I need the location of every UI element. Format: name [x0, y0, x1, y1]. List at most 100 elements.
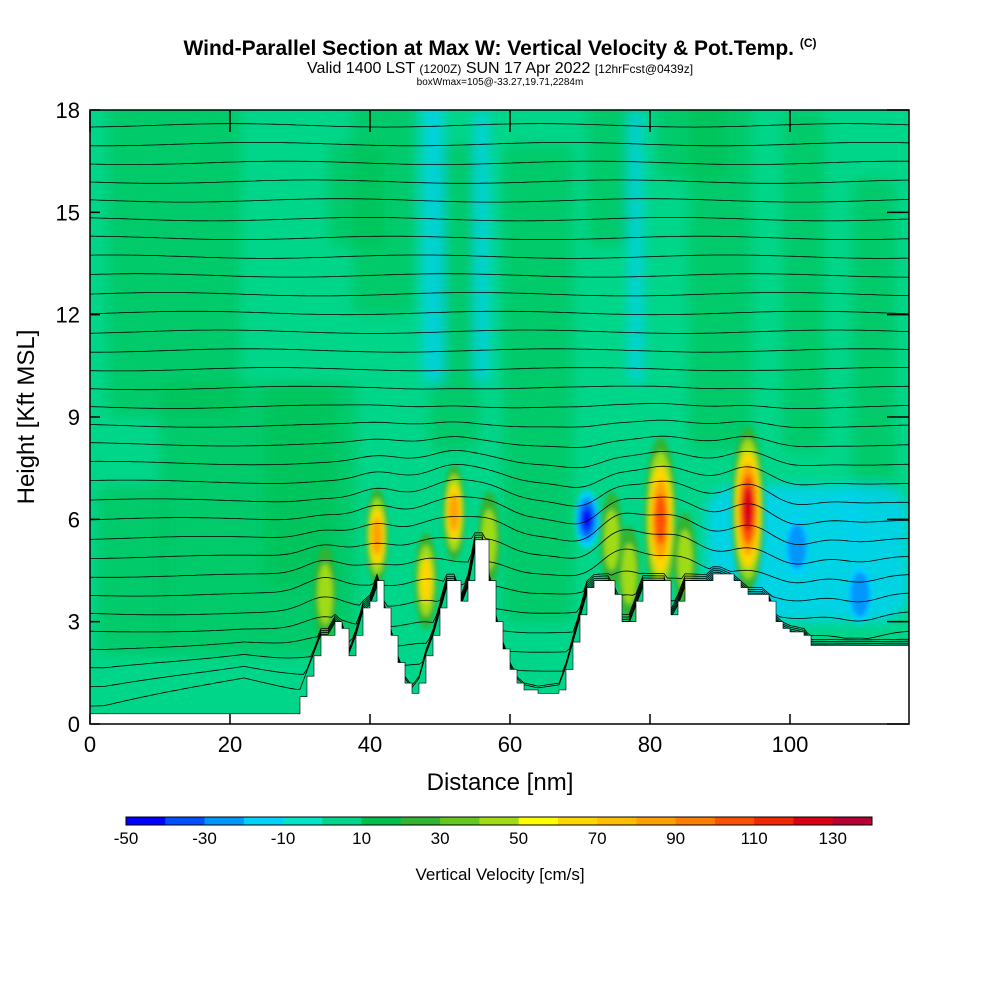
updraft-core — [415, 532, 437, 629]
colorbar-swatch — [126, 817, 166, 825]
x-tick-label: 60 — [498, 732, 522, 757]
updraft-core — [600, 491, 623, 588]
x-tick-label: 80 — [638, 732, 662, 757]
subtitle-utc: (1200Z) — [419, 62, 462, 76]
isentrope-line — [90, 367, 909, 372]
updraft-contour-band — [372, 517, 382, 556]
colorbar-tick-label: 30 — [431, 829, 450, 848]
weak-updraft-streak — [265, 382, 335, 588]
colorbar-swatch — [361, 817, 402, 825]
colorbar-tick-label: 90 — [666, 829, 685, 848]
updraft-core — [314, 546, 337, 643]
weak-downdraft-streak — [422, 110, 444, 383]
downdraft-contour-band — [850, 571, 870, 617]
colorbar-swatch — [675, 817, 716, 825]
updraft-core — [366, 488, 388, 585]
colorbar-swatch — [754, 817, 794, 825]
colorbar-swatch — [283, 817, 323, 825]
weak-updraft-streak — [107, 110, 241, 417]
colorbar-tick-label: 130 — [819, 829, 847, 848]
colorbar-tick-label: -10 — [271, 829, 296, 848]
weak-updraft-streak — [97, 485, 167, 656]
colorbar-swatch — [518, 817, 559, 825]
colorbar-swatch — [793, 817, 834, 825]
updraft-contour-band — [677, 529, 693, 591]
colorbar-title: Vertical Velocity [cm/s] — [415, 865, 584, 884]
isentrope-line — [90, 403, 909, 409]
copyright-mark: (C) — [799, 36, 817, 50]
y-axis-title: Height [Kft MSL] — [13, 330, 40, 505]
isentrope-line — [90, 217, 909, 222]
colorbar-swatch — [400, 817, 441, 825]
colorbar-swatch — [832, 817, 873, 825]
updraft-contour-band — [654, 494, 667, 545]
colorbar-swatch — [479, 817, 520, 825]
updraft-contour-band — [420, 557, 432, 604]
colorbar-tick-label: -50 — [114, 829, 139, 848]
potential-temperature-contours — [90, 123, 909, 707]
x-tick-label: 0 — [84, 732, 96, 757]
y-tick-label: 0 — [68, 712, 80, 737]
isentrope-line — [90, 496, 909, 526]
plot-area — [90, 110, 909, 724]
isentrope-line — [90, 537, 909, 603]
updraft-contour-band — [621, 543, 637, 605]
isentrope-line — [90, 235, 909, 240]
y-tick-label: 15 — [56, 200, 80, 225]
colorbar-swatch — [165, 817, 206, 825]
isentrope-line — [90, 534, 909, 584]
x-axis-title: Distance [nm] — [427, 769, 574, 796]
subtitle-forecast: [12hrFcst@0439z] — [594, 62, 694, 76]
isentrope-line — [90, 160, 909, 165]
isentrope-line — [90, 385, 909, 391]
x-tick-label: 100 — [772, 732, 809, 757]
y-tick-label: 9 — [68, 405, 80, 430]
weak-downdraft-streak — [629, 110, 643, 383]
weak-updraft-streak — [587, 110, 643, 247]
x-axis: 0 20 40 60 80 100 — [84, 110, 808, 757]
y-axis: 0 3 6 9 12 15 18 — [56, 98, 909, 737]
updraft-contour-band — [449, 493, 459, 532]
weak-updraft-streak — [503, 144, 573, 622]
isentrope-line — [90, 348, 909, 353]
isentrope-line — [90, 310, 909, 316]
downdraft-core — [848, 565, 872, 624]
updraft-core — [644, 437, 677, 602]
isentrope-line — [90, 273, 909, 278]
colorbar-swatch — [243, 817, 284, 825]
colorbar-swatch — [636, 817, 677, 825]
colorbar-tick-label: -30 — [192, 829, 217, 848]
colorbar-swatch — [322, 817, 363, 825]
colorbar-swatch — [557, 817, 598, 825]
weak-motion-streaks — [97, 110, 909, 656]
downdraft-contour-band — [582, 509, 592, 529]
colorbar-tick-label: 50 — [509, 829, 528, 848]
chart-title: Wind-Parallel Section at Max W: Vertical… — [183, 36, 817, 60]
isentrope-line — [90, 254, 909, 259]
isentrope-line — [90, 142, 909, 147]
updraft-contour-band — [317, 563, 333, 625]
y-tick-label: 18 — [56, 98, 80, 123]
downdraft-core — [575, 490, 599, 549]
x-tick-label: 20 — [218, 732, 242, 757]
colorbar-swatch — [204, 817, 245, 825]
isentrope-line — [90, 123, 909, 128]
terrain-mask — [90, 539, 909, 724]
colorbar: -50 -30 -10 10 30 50 70 90 110 130 — [114, 816, 873, 848]
colorbar-tick-label: 10 — [352, 829, 371, 848]
colorbar-frame — [125, 816, 873, 826]
colorbar-tick-label: 70 — [588, 829, 607, 848]
isentrope-line — [90, 529, 909, 565]
isentrope-line — [90, 479, 909, 507]
weak-updraft-streak — [783, 110, 825, 452]
isentrope-line — [90, 450, 909, 469]
chart-subtitle: Valid 1400 LST (1200Z) SUN 17 Apr 2022 [… — [0, 60, 1000, 78]
colorbar-swatch — [597, 817, 637, 825]
weak-updraft-streak — [688, 110, 752, 452]
subtitle-valid: Valid 1400 LST — [306, 60, 415, 77]
isentrope-line — [90, 179, 909, 184]
updraft-contour-band — [604, 509, 619, 571]
y-tick-label: 3 — [68, 610, 80, 635]
chart-subtitle-box: boxWmax=105@-33.27,19.71,2284m — [416, 77, 584, 88]
